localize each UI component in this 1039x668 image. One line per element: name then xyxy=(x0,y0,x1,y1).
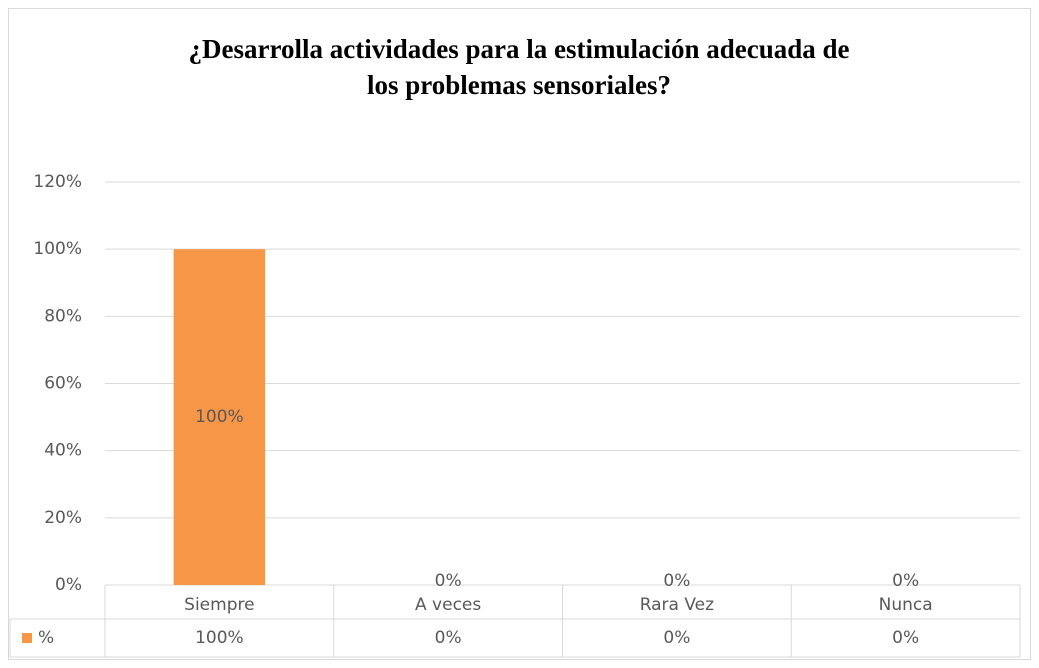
y-tick-label: 0% xyxy=(55,575,82,595)
data-label: 0% xyxy=(892,571,919,591)
bar xyxy=(173,249,266,585)
x-tick-label: A veces xyxy=(415,595,481,615)
y-tick-label: 20% xyxy=(44,508,82,528)
legend-key xyxy=(22,633,32,643)
x-tick-label: Nunca xyxy=(879,595,933,615)
legend-label: % xyxy=(38,628,54,648)
chart-border xyxy=(8,8,1031,660)
table-value: 0% xyxy=(663,628,690,648)
x-tick-label: Siempre xyxy=(184,595,254,615)
data-label: 0% xyxy=(663,571,690,591)
y-tick-label: 60% xyxy=(44,374,82,394)
y-tick-label: 40% xyxy=(44,441,82,461)
y-tick-label: 80% xyxy=(44,306,82,326)
table-value: 0% xyxy=(435,628,462,648)
chart-title: ¿Desarrolla actividades para la estimula… xyxy=(189,34,850,64)
x-tick-label: Rara Vez xyxy=(640,595,714,615)
table-value: 0% xyxy=(892,628,919,648)
data-label: 0% xyxy=(435,571,462,591)
table-value: 100% xyxy=(195,628,244,648)
y-tick-label: 120% xyxy=(33,172,82,192)
chart-title: los problemas sensoriales? xyxy=(367,70,671,100)
data-label: 100% xyxy=(195,407,244,427)
y-tick-label: 100% xyxy=(33,239,82,259)
